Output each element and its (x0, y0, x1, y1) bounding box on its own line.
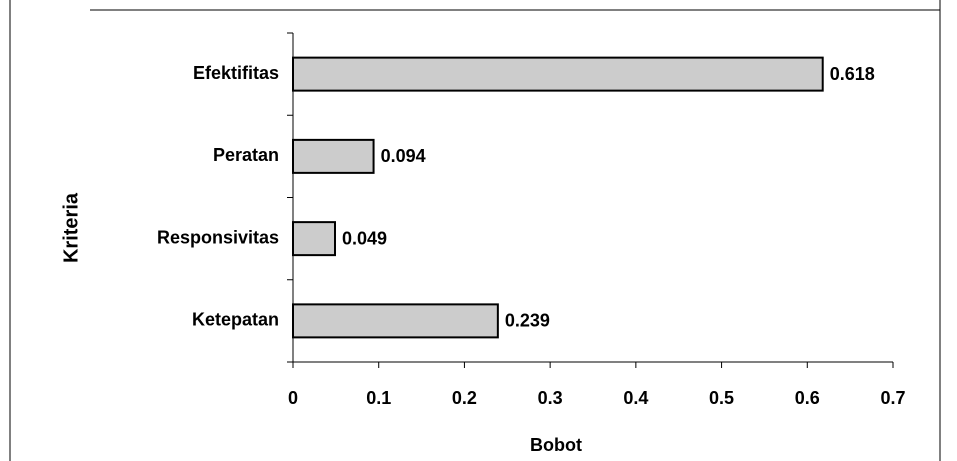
x-tick-label: 0.4 (623, 388, 648, 408)
value-label: 0.049 (342, 228, 387, 248)
x-tick-label: 0.3 (538, 388, 563, 408)
bar (293, 140, 374, 173)
y-tick-label: Efektifitas (193, 63, 279, 83)
chart: Bobot Kriteria 0 0.1 0.2 0.3 0.4 0.5 0.6 0.7 Efe… (0, 0, 957, 461)
x-tick-label: 0.2 (452, 388, 477, 408)
value-label: 0.239 (505, 311, 550, 331)
value-label: 0.618 (830, 64, 875, 84)
y-tick-label: Responsivitas (157, 227, 279, 247)
y-tick-label: Peratan (213, 145, 279, 165)
y-axis-title: Kriteria (60, 192, 82, 263)
x-tick-label: 0.6 (795, 388, 820, 408)
x-tick-label: 0.7 (880, 388, 905, 408)
y-tick-label: Ketepatan (192, 310, 279, 330)
bar (293, 58, 823, 91)
x-axis-title: Bobot (530, 435, 582, 455)
bar (293, 222, 335, 255)
x-tick-label: 0 (288, 388, 298, 408)
x-tick-label: 0.1 (366, 388, 391, 408)
x-tick-label: 0.5 (709, 388, 734, 408)
value-label: 0.094 (381, 146, 426, 166)
bar (293, 304, 498, 337)
